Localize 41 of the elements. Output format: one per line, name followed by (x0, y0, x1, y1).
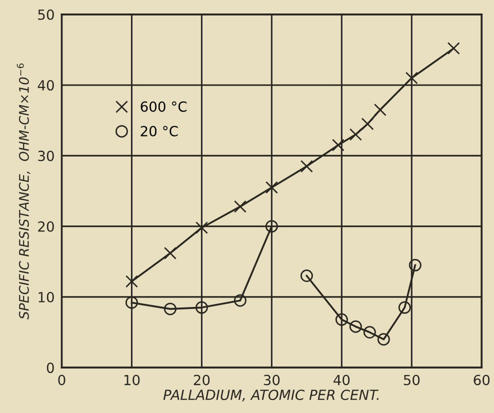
point (349, 128, 362, 141)
point (349, 320, 362, 333)
point (125, 296, 138, 309)
point (377, 333, 390, 346)
x-tick-label: 60 (474, 374, 490, 386)
point (234, 200, 246, 213)
y-axis-title: SPECIFIC RESISTANCE, OHM-CM×10$^{−6}$ (16, 64, 30, 320)
y-tick-label: 20 (38, 221, 54, 232)
y-tick-label: 50 (38, 9, 54, 20)
x-tick-label: 0 (58, 374, 66, 386)
y-tick-label: 40 (38, 80, 54, 91)
point (374, 104, 386, 116)
point (164, 246, 176, 260)
point (164, 302, 176, 316)
x-tick-label: 40 (334, 374, 350, 386)
point (195, 221, 208, 234)
point (405, 72, 418, 84)
x-tick-label: 10 (124, 374, 140, 386)
point (363, 326, 376, 339)
x-tick-label: 50 (404, 374, 420, 386)
point (398, 301, 411, 314)
x-axis-title: PALLADIUM, ATOMIC PER CENT. (163, 390, 379, 402)
x-tick-label: 30 (264, 374, 280, 386)
y-tick-label: 10 (38, 292, 54, 302)
point (265, 181, 278, 194)
point (300, 160, 313, 173)
point (300, 270, 313, 282)
x-tick-label: 20 (194, 374, 210, 386)
point (332, 138, 344, 152)
point (265, 220, 278, 233)
point (361, 118, 374, 130)
y-tick-label: 30 (38, 150, 54, 162)
y-tick-label: 0 (46, 362, 54, 374)
point (408, 258, 422, 272)
legend-label: 600 °C (140, 101, 187, 112)
point (335, 313, 348, 326)
legend-label: 20 °C (140, 126, 178, 136)
point (125, 275, 138, 288)
point (234, 294, 246, 307)
point (447, 42, 460, 55)
point (195, 301, 208, 314)
